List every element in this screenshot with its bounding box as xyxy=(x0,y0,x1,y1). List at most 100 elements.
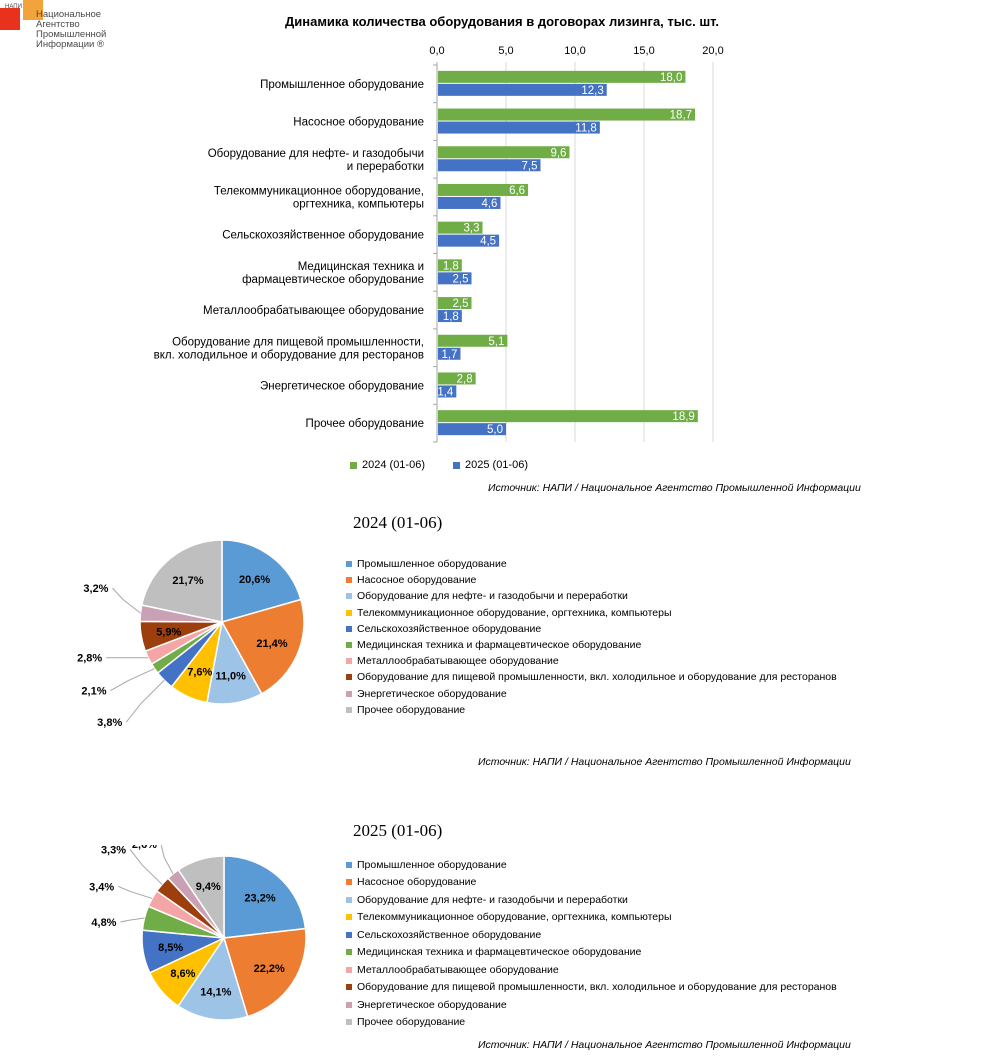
bar xyxy=(438,410,698,423)
logo-line: Промышленной xyxy=(36,29,107,40)
legend-swatch xyxy=(346,674,352,681)
x-tick-label: 0,0 xyxy=(429,45,444,57)
legend-swatch xyxy=(346,914,352,921)
pie-label: 8,6% xyxy=(170,968,195,980)
legend-label: Прочее оборудование xyxy=(357,1016,466,1029)
category-label: Медицинская техника и xyxy=(298,261,424,273)
napi-logo: НАПИ Национальное Агентство Промышленной… xyxy=(0,0,106,60)
legend-swatch xyxy=(346,642,352,649)
legend-swatch xyxy=(346,706,352,713)
legend-label: Насосное оборудование xyxy=(357,574,477,587)
category-label: Оборудование для нефте- и газодобычи xyxy=(208,148,424,160)
pie-label: 2,6% xyxy=(132,845,157,851)
pie-slice xyxy=(140,539,223,623)
bar xyxy=(438,70,686,83)
bar xyxy=(438,347,461,360)
legend-swatch xyxy=(346,1001,352,1008)
pie-label: 20,6% xyxy=(239,574,270,586)
bar xyxy=(438,121,600,134)
pie-chart-2025: 23,2% 22,2% 14,1% 8,6% 8,5% 4,8% 3,4% 3,3% 2,6% 9… xyxy=(89,845,307,1021)
legend-label: Промышленное оборудование xyxy=(357,858,507,871)
data-label: 6,6 xyxy=(509,185,525,197)
legend-item: Сельскохозяйственное оборудование xyxy=(346,926,837,944)
pie-chart-2024: 20,6% 21,4% 11,0%7,6% 3,8% 2,1% 2,8% 5,9% 3,2% 2… xyxy=(77,539,305,729)
legend-label: Энергетическое оборудование xyxy=(357,687,507,700)
pie-label: 22,2% xyxy=(254,963,285,975)
legend-swatch xyxy=(346,658,352,665)
bar xyxy=(438,385,457,398)
legend-item: Медицинская техника и фармацевтическое о… xyxy=(346,944,837,962)
legend-swatch xyxy=(350,461,357,469)
pie-label: 7,6% xyxy=(187,666,212,678)
category-label: и переработки xyxy=(347,161,424,173)
category-label: Оборудование для пищевой промышленности, xyxy=(172,336,424,348)
pie-slice xyxy=(220,598,305,695)
pie-2024-title: 2024 (01-06) xyxy=(353,513,443,532)
category-label: Прочее оборудование xyxy=(306,418,424,430)
legend-item: Телекоммуникационное оборудование, оргте… xyxy=(346,909,837,927)
bar xyxy=(438,146,570,159)
category-label: Насосное оборудование xyxy=(293,117,424,129)
legend-item: Телекоммуникационное оборудование, оргте… xyxy=(346,605,837,621)
legend-label: 2025 (01-06) xyxy=(465,459,528,471)
pie-label: 11,0% xyxy=(215,670,246,682)
data-label: 2,5 xyxy=(453,298,469,310)
legend-swatch xyxy=(346,931,352,938)
legend-item: Прочее оборудование xyxy=(346,702,837,718)
pie-slice xyxy=(223,855,307,939)
legend-item: Оборудование для нефте- и газодобычи и п… xyxy=(346,891,837,909)
legend-swatch xyxy=(346,1019,352,1026)
data-label: 4,5 xyxy=(480,236,496,248)
logo-red-square xyxy=(0,8,20,30)
bar xyxy=(438,234,500,247)
category-label: Сельскохозяйственное оборудование xyxy=(222,230,424,242)
logo-text: Национальное Агентство Промышленной Инфо… xyxy=(36,10,106,50)
legend-item: Оборудование для пищевой промышленности,… xyxy=(346,979,837,997)
legend-label: Телекоммуникационное оборудование, оргте… xyxy=(357,911,672,924)
bar xyxy=(438,221,483,234)
pie-label: 3,3% xyxy=(101,845,126,856)
bar xyxy=(438,297,472,310)
legend-item: Оборудование для нефте- и газодобычи и п… xyxy=(346,588,837,604)
legend-item: Сельскохозяйственное оборудование xyxy=(346,621,837,637)
category-label: оргтехника, компьютеры xyxy=(293,198,424,210)
logo-line: Информации ® xyxy=(36,39,104,50)
legend-swatch xyxy=(346,966,352,973)
data-label: 18,7 xyxy=(670,110,692,122)
legend-swatch xyxy=(346,690,352,697)
pie-slice xyxy=(223,927,307,1018)
data-label: 2,5 xyxy=(453,273,469,285)
leader-line xyxy=(125,679,165,723)
legend-label: Оборудование для пищевой промышленности,… xyxy=(357,981,837,994)
pie-2025-legend: Промышленное оборудование Насосное оборуд… xyxy=(346,856,837,1031)
legend-item: Оборудование для пищевой промышленности,… xyxy=(346,669,837,685)
legend-label: Медицинская техника и фармацевтическое о… xyxy=(357,639,642,652)
pie-label: 3,4% xyxy=(89,881,114,893)
x-tick-label: 10,0 xyxy=(564,45,585,57)
legend-label: Медицинская техника и фармацевтическое о… xyxy=(357,946,642,959)
leader-line xyxy=(112,587,141,614)
bar xyxy=(438,259,462,272)
legend-item: Промышленное оборудование xyxy=(346,856,837,874)
pie-label: 3,8% xyxy=(97,717,122,729)
data-label: 4,6 xyxy=(481,198,497,210)
leader-line xyxy=(110,668,155,692)
legend-label: Оборудование для нефте- и газодобычи и п… xyxy=(357,590,628,603)
data-label: 5,0 xyxy=(487,424,503,436)
pie-label: 4,8% xyxy=(91,917,116,929)
logo-line: Агентство xyxy=(36,19,80,30)
pie-2024-legend: Промышленное оборудование Насосное оборуд… xyxy=(346,556,837,718)
legend-swatch xyxy=(346,879,352,886)
pie-2024-source: Источник: НАПИ / Национальное Агентство … xyxy=(478,756,851,768)
legend-label: Металлообрабатывающее оборудование xyxy=(357,963,559,976)
legend-label: Оборудование для нефте- и газодобычи и п… xyxy=(357,893,628,906)
legend-label: Прочее оборудование xyxy=(357,703,466,716)
bar-chart-title: Динамика количества оборудования в догов… xyxy=(285,14,719,29)
bar-legend-2025: 2025 (01-06) xyxy=(453,459,528,471)
category-label: Промышленное оборудование xyxy=(260,79,424,91)
logo-line: Национальное xyxy=(36,9,102,20)
pie-slice xyxy=(177,855,225,941)
pie-label: 9,4% xyxy=(196,881,221,893)
legend-swatch xyxy=(346,593,352,600)
pie-2025-source: Источник: НАПИ / Национальное Агентство … xyxy=(478,1039,851,1051)
